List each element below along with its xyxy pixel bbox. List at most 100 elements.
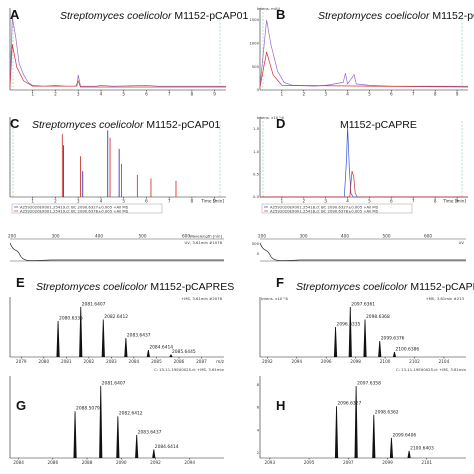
species-name: Streptomyces coelicolor <box>32 119 146 131</box>
panel-title: Streptomyces coelicolor M1152-pCAPRES <box>318 10 474 22</box>
mass-spectrum-g: C: 13-11-19EX0025.d: +MS, 3.61min 2084 208… <box>9 367 225 465</box>
uv-trace-label: UV, 3.61min #1078 <box>185 240 223 245</box>
species-name: Streptomyces coelicolor <box>36 281 150 293</box>
isotope-peak <box>378 341 382 357</box>
panel-title: Streptomyces coelicolor M1152-pCAP01 <box>32 119 220 131</box>
isotope-peak <box>363 319 367 357</box>
species-name: Streptomyces coelicolor <box>60 10 174 22</box>
peak-label: 2088.5079 <box>76 406 100 412</box>
x-tick-label: 2099 <box>382 460 393 465</box>
peak-label: 2083.6437 <box>138 429 162 435</box>
uv-x-tick-label: 300 <box>300 234 308 239</box>
isotope-peak <box>116 416 120 458</box>
peak-label: 2098.6362 <box>375 409 399 415</box>
panel-title: M1152-pCAPRE <box>340 119 417 131</box>
legend-entry: A2592020EX001.25418.d: BC 2090.6378±0.00… <box>270 208 379 213</box>
ms-trace-label: +MS, 3.61min #2078 <box>181 296 223 301</box>
y-tick-label: 0 <box>257 87 260 92</box>
isotope-peak <box>372 414 376 458</box>
x-tick-label: 2083 <box>106 359 117 364</box>
x-tick-label: 4 <box>100 92 103 97</box>
panel-letter: E <box>16 275 25 290</box>
panel-f: F Streptomyces coelicolor M1152-pCAPRES <box>276 275 474 293</box>
y-tick-label: 1500 <box>249 17 259 22</box>
chromatogram-b: 1 2 3 4 5 6 7 8 9 Intens. mAU 1500 1000 500 0 <box>249 6 469 97</box>
y-tick-label: 8 <box>257 382 260 387</box>
x-tick-label: 3 <box>324 199 327 204</box>
x-tick-label: 2098 <box>350 359 361 364</box>
mass-spectrum-h: C: 13-11-19EX0025.d: +MS, 3.81min 8 6 4 2 209… <box>257 367 467 465</box>
y-axis-label: Intens. mAU <box>257 6 280 11</box>
x-tick-label: 2092 <box>150 460 161 465</box>
peak-label: 2083.6437 <box>127 333 151 339</box>
x-tick-label: 8 <box>191 92 194 97</box>
panel-letter: B <box>276 7 285 22</box>
isotope-peak <box>79 307 83 357</box>
panel-letter: G <box>16 398 26 413</box>
mass-spectrum-e: 200 300 400 500 600 Wavelength [nm]UV, 3.61mi… <box>8 234 225 365</box>
panel-h: H <box>276 398 285 413</box>
panel-d: D M1152-pCAPRE <box>276 116 417 131</box>
x-tick-label: 5 <box>368 199 371 204</box>
x-tick-label: 4 <box>346 199 349 204</box>
x-tick-label: 9 <box>456 199 459 204</box>
y-tick-label: 6 <box>257 405 260 410</box>
uv-x-tick-label: 600 <box>182 234 190 239</box>
strain-name: M1152-pCAPRE <box>340 119 417 131</box>
peak-label: 2080.6335 <box>59 316 83 322</box>
isotope-peak <box>146 350 150 357</box>
strain-name: M1152-pCAP01 <box>174 10 248 22</box>
uv-x-axis-label: Wavelength [nm] <box>189 234 222 239</box>
isotope-peak <box>389 437 394 458</box>
isotope-peak <box>392 352 397 357</box>
x-tick-label: 4 <box>346 92 349 97</box>
x-tick-label: 6 <box>390 92 393 97</box>
y-tick-label: 0.5 <box>253 172 260 177</box>
peak-label: 2098.6368 <box>366 314 390 320</box>
strain-name: M1152-pCAPRES <box>150 281 234 293</box>
series-line-2 <box>9 44 226 88</box>
peak-label: 2097.6361 <box>351 302 375 308</box>
x-tick-label: 3 <box>77 92 80 97</box>
x-tick-label: 8 <box>191 199 194 204</box>
chromatogram-a: 1 2 3 4 5 6 7 8 9 <box>9 8 226 97</box>
x-tick-label: 9 <box>213 199 216 204</box>
peak-label: 2097.6358 <box>357 381 381 387</box>
x-tick-label: 5 <box>368 92 371 97</box>
x-tick-label: 2088 <box>82 460 93 465</box>
species-name: Streptomyces coelicolor <box>296 281 410 293</box>
x-tick-label: 7 <box>412 199 415 204</box>
series-line-2 <box>260 170 468 198</box>
x-tick-label: 2094 <box>184 460 195 465</box>
y-axis-label: Intens. x10^6 <box>257 115 284 120</box>
series-line-1 <box>259 20 468 87</box>
x-tick-label: 1 <box>281 199 284 204</box>
x-tick-label: 2090 <box>116 460 127 465</box>
uv-x-tick-label: 500 <box>139 234 147 239</box>
y-tick-label: 1.0 <box>253 149 260 154</box>
x-tick-label: 1 <box>31 199 34 204</box>
peak-label: 2082.6412 <box>104 314 128 320</box>
isotope-peak <box>101 319 105 357</box>
peak-label: 2084.6414 <box>149 345 173 351</box>
isotope-peak <box>348 307 352 357</box>
x-tick-label: 7 <box>168 199 171 204</box>
spectrum-header: C: 13-11-19EX0025.d: +MS, 3.81min <box>396 367 467 372</box>
x-tick-label: 9 <box>456 92 459 97</box>
x-tick-label: 7 <box>412 92 415 97</box>
isotope-peak <box>56 321 60 357</box>
x-tick-label: 2080 <box>38 359 49 364</box>
peak-label: 2099.6376 <box>381 336 405 342</box>
isotope-peak <box>407 450 411 458</box>
panel-c: C Streptomyces coelicolor M1152-pCAP01 <box>10 116 220 131</box>
uv-y-tick-label: 500 <box>252 241 260 246</box>
x-tick-label: 8 <box>434 199 437 204</box>
y-tick-label: 0.0 <box>253 194 260 199</box>
peak-label: 2081.6407 <box>102 381 126 387</box>
y-tick-label: 1000 <box>249 41 259 46</box>
panel-letter: F <box>276 275 284 290</box>
uv-x-tick-label: 500 <box>383 234 391 239</box>
